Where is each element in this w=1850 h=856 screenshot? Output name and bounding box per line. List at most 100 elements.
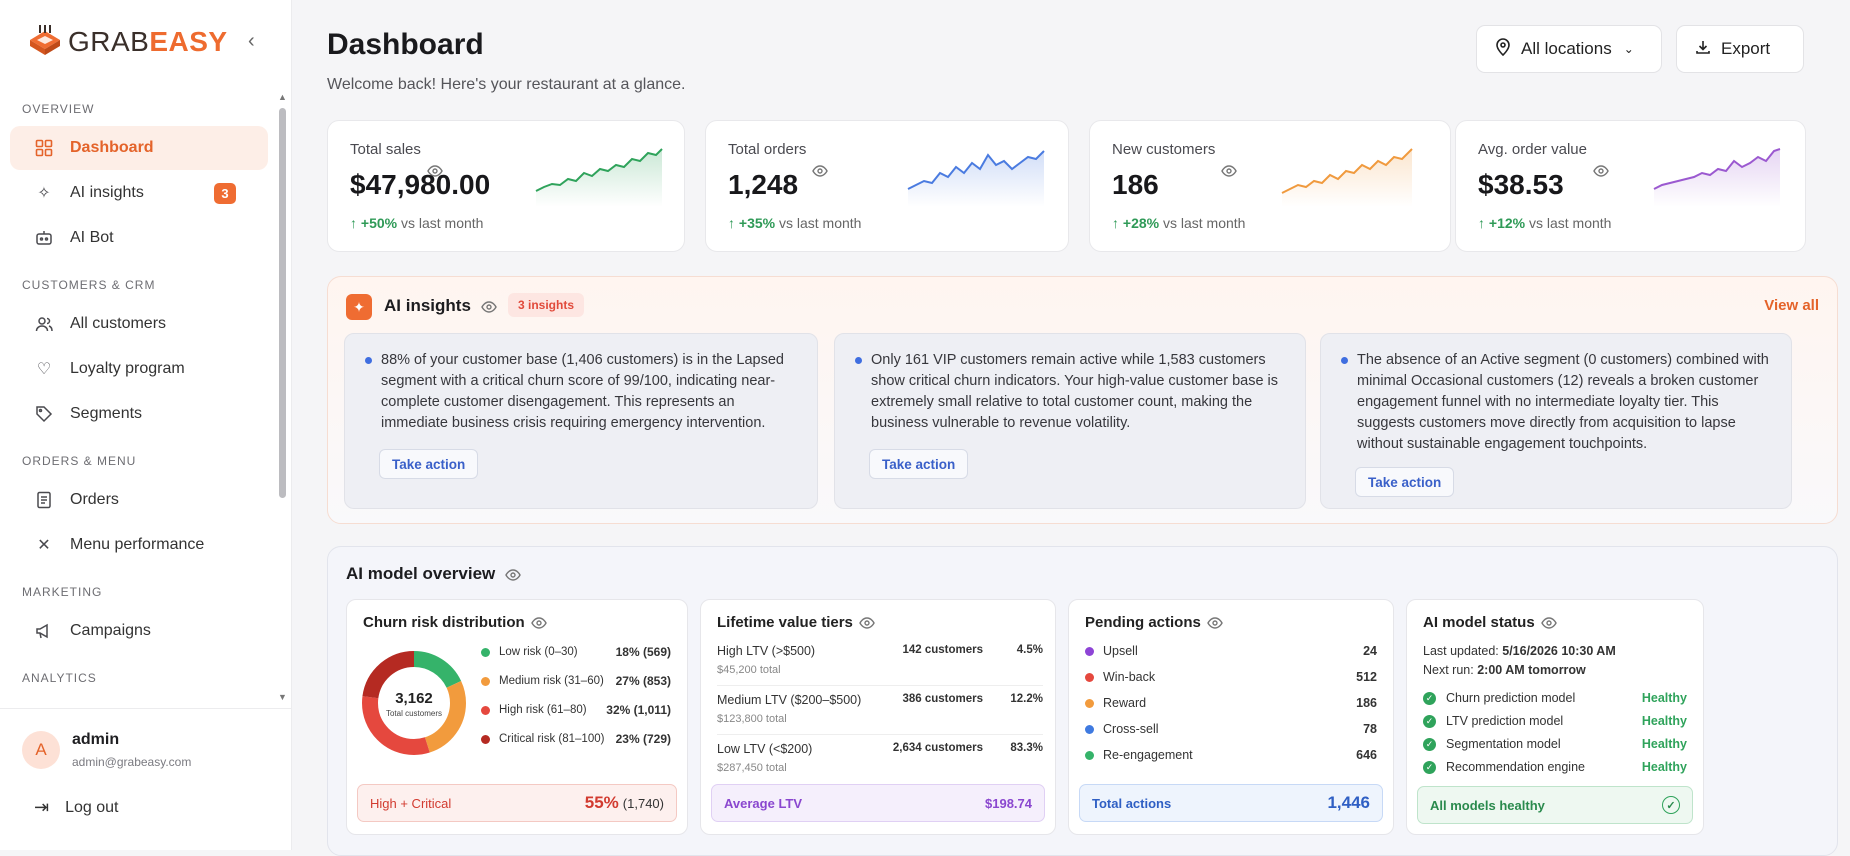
pending-label: Reward: [1103, 696, 1147, 710]
ai-model-overview-title: AI model overview: [346, 564, 522, 584]
kpi-card-total-sales: Total sales $47,980.00 ↑ +50% vs last mo…: [327, 120, 685, 252]
take-action-button[interactable]: Take action: [869, 449, 969, 479]
kpi-change-suffix: vs last month: [778, 215, 862, 231]
scroll-thumb[interactable]: [279, 108, 286, 498]
view-all-link[interactable]: View all: [1764, 297, 1819, 314]
take-action-button[interactable]: Take action: [1355, 467, 1455, 497]
grid-icon: [34, 138, 54, 158]
ltv-total: $287,450 total: [717, 762, 787, 774]
summary-label: Total actions: [1092, 795, 1172, 811]
pending-value: 186: [1356, 696, 1377, 710]
eye-icon[interactable]: [1207, 615, 1223, 631]
eye-icon[interactable]: [1593, 163, 1609, 179]
section-marketing: MARKETING: [22, 585, 103, 599]
last-updated-label: Last updated:: [1423, 644, 1499, 658]
scroll-down-icon[interactable]: ▼: [278, 692, 287, 702]
pending-actions-card: Pending actions Upsell 24 Win-back 512 Rew…: [1068, 599, 1394, 835]
take-action-button[interactable]: Take action: [379, 449, 479, 479]
user-profile[interactable]: A admin admin@grabeasy.com ⇥ Log out: [0, 708, 292, 850]
donut-slice-1[interactable]: [362, 651, 466, 755]
page-title: Dashboard: [327, 28, 484, 61]
sidebar-item-label: Segments: [70, 405, 143, 422]
legend-value: 32% (1,011): [606, 703, 671, 717]
sidebar-item-dashboard[interactable]: Dashboard: [10, 126, 268, 170]
eye-icon[interactable]: [1221, 163, 1238, 179]
eye-icon[interactable]: [505, 567, 522, 583]
eye-icon[interactable]: [812, 163, 829, 179]
sidebar-scrollbar[interactable]: ▲ ▼: [278, 92, 287, 704]
kpi-value: 186: [1112, 169, 1159, 200]
kpi-label: Total sales: [350, 141, 421, 158]
legend-dot: [1085, 646, 1094, 656]
card-title: Churn risk distribution: [363, 614, 547, 631]
kpi-label: New customers: [1112, 141, 1216, 158]
sidebar-item-all-customers[interactable]: All customers: [10, 302, 268, 346]
legend-dot: [1085, 724, 1094, 734]
pending-row-reward[interactable]: Reward 186: [1085, 696, 1377, 710]
model-health: Healthy: [1641, 714, 1687, 728]
pending-row-re-engagement[interactable]: Re-engagement 646: [1085, 748, 1377, 762]
export-button[interactable]: Export: [1676, 25, 1804, 73]
pending-value: 646: [1356, 748, 1377, 762]
ltv-row: Low LTV (<$200) $287,450 total 2,634 cus…: [717, 742, 1043, 784]
sidebar-item-label: All customers: [70, 315, 167, 332]
legend-dot: [481, 705, 490, 715]
export-label: Export: [1721, 39, 1771, 58]
scroll-up-icon[interactable]: ▲: [278, 92, 287, 102]
location-dropdown[interactable]: All locations ⌄: [1476, 25, 1662, 73]
donut-slice-2[interactable]: [362, 651, 466, 755]
card-title-text: Pending actions: [1085, 614, 1201, 631]
legend-dot: [481, 647, 490, 657]
eye-icon[interactable]: [530, 615, 547, 631]
churn-risk-card: Churn risk distribution 3,162 Total cust…: [346, 599, 688, 835]
eye-icon[interactable]: [859, 615, 875, 631]
utensils-icon: ✕: [37, 537, 51, 554]
logo[interactable]: GRABEASY: [28, 18, 228, 66]
legend-value: 18% (569): [615, 645, 671, 659]
sidebar-item-orders[interactable]: Orders: [10, 478, 268, 522]
eye-icon[interactable]: [1540, 615, 1557, 631]
eye-icon[interactable]: [481, 299, 497, 315]
sidebar-item-ai-insights[interactable]: ✧ AI insights 3: [10, 171, 268, 215]
donut-slice-3[interactable]: [362, 651, 466, 755]
count-badge: 3: [214, 183, 236, 204]
ltv-row: High LTV (>$500) $45,200 total 142 custo…: [717, 644, 1043, 686]
model-name: LTV prediction model: [1446, 714, 1564, 728]
sidebar-item-ai-bot[interactable]: AI Bot: [10, 216, 268, 260]
last-updated: Last updated: 5/16/2026 10:30 AM: [1423, 644, 1616, 658]
sidebar-item-loyalty-program[interactable]: ♡ Loyalty program: [10, 347, 268, 391]
last-updated-value: 5/16/2026 10:30 AM: [1502, 644, 1616, 658]
sidebar-item-campaigns[interactable]: Campaigns: [10, 609, 268, 653]
pending-row-upsell[interactable]: Upsell 24: [1085, 644, 1377, 658]
location-label: All locations: [1521, 39, 1612, 58]
megaphone-icon: [34, 621, 54, 641]
page-subtitle: Welcome back! Here's your restaurant at …: [327, 76, 686, 93]
logout-button[interactable]: ⇥ Log out: [34, 797, 118, 818]
kpi-change: ↑ +50% vs last month: [350, 215, 483, 231]
section-overview: OVERVIEW: [22, 102, 95, 116]
logout-icon: ⇥: [34, 797, 50, 817]
kpi-label: Total orders: [728, 141, 807, 158]
sidebar-item-segments[interactable]: Segments: [10, 392, 268, 436]
sparkline: [535, 148, 663, 207]
logo-text: GRABEASY: [68, 26, 228, 57]
pending-row-cross-sell[interactable]: Cross-sell 78: [1085, 722, 1377, 736]
insights-count-badge: 3 insights: [508, 293, 585, 317]
kpi-card-total-orders: Total orders 1,248 ↑ +35% vs last month: [705, 120, 1069, 252]
sidebar-item-label: Dashboard: [70, 139, 154, 156]
kpi-change-suffix: vs last month: [1162, 215, 1246, 231]
pending-row-win-back[interactable]: Win-back 512: [1085, 670, 1377, 684]
collapse-sidebar-icon[interactable]: ‹: [248, 30, 255, 52]
model-status-row: ✓ Churn prediction model Healthy: [1423, 691, 1687, 705]
eye-icon[interactable]: [427, 163, 443, 179]
ai-insights-title-text: AI insights: [384, 296, 471, 315]
sidebar-item-menu-performance[interactable]: ✕ Menu performance: [10, 523, 268, 567]
model-health: Healthy: [1641, 760, 1687, 774]
kpi-change-suffix: vs last month: [1528, 215, 1612, 231]
kpi-change-value: +35%: [738, 215, 776, 231]
ltv-label: Low LTV (<$200): [717, 742, 813, 756]
ltv-count: 142 customers: [902, 644, 983, 656]
legend-label: Low risk (0–30): [499, 646, 578, 658]
legend-dot: [1085, 672, 1094, 682]
summary-value: $198.74: [985, 795, 1032, 811]
